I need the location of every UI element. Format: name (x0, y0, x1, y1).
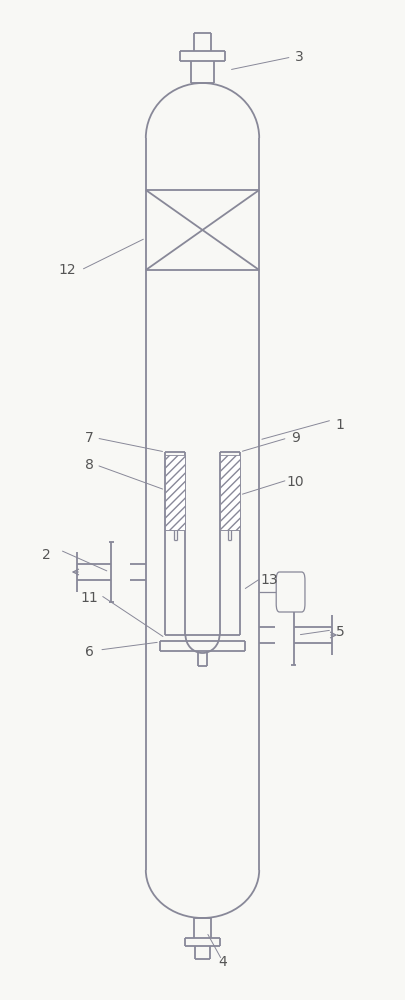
Text: 11: 11 (80, 591, 98, 605)
Text: 10: 10 (287, 475, 305, 489)
Text: 5: 5 (336, 625, 345, 639)
Text: 3: 3 (295, 50, 304, 64)
Text: 9: 9 (291, 431, 300, 445)
Bar (165, 455, 185, 530)
Text: 8: 8 (85, 458, 94, 472)
FancyBboxPatch shape (276, 572, 305, 612)
Text: 6: 6 (85, 645, 94, 659)
Text: 7: 7 (85, 431, 94, 445)
Text: 1: 1 (336, 418, 345, 432)
Text: 4: 4 (218, 955, 227, 969)
Text: 13: 13 (260, 573, 278, 587)
Text: 12: 12 (58, 263, 76, 277)
Bar (220, 455, 240, 530)
Text: 2: 2 (42, 548, 51, 562)
